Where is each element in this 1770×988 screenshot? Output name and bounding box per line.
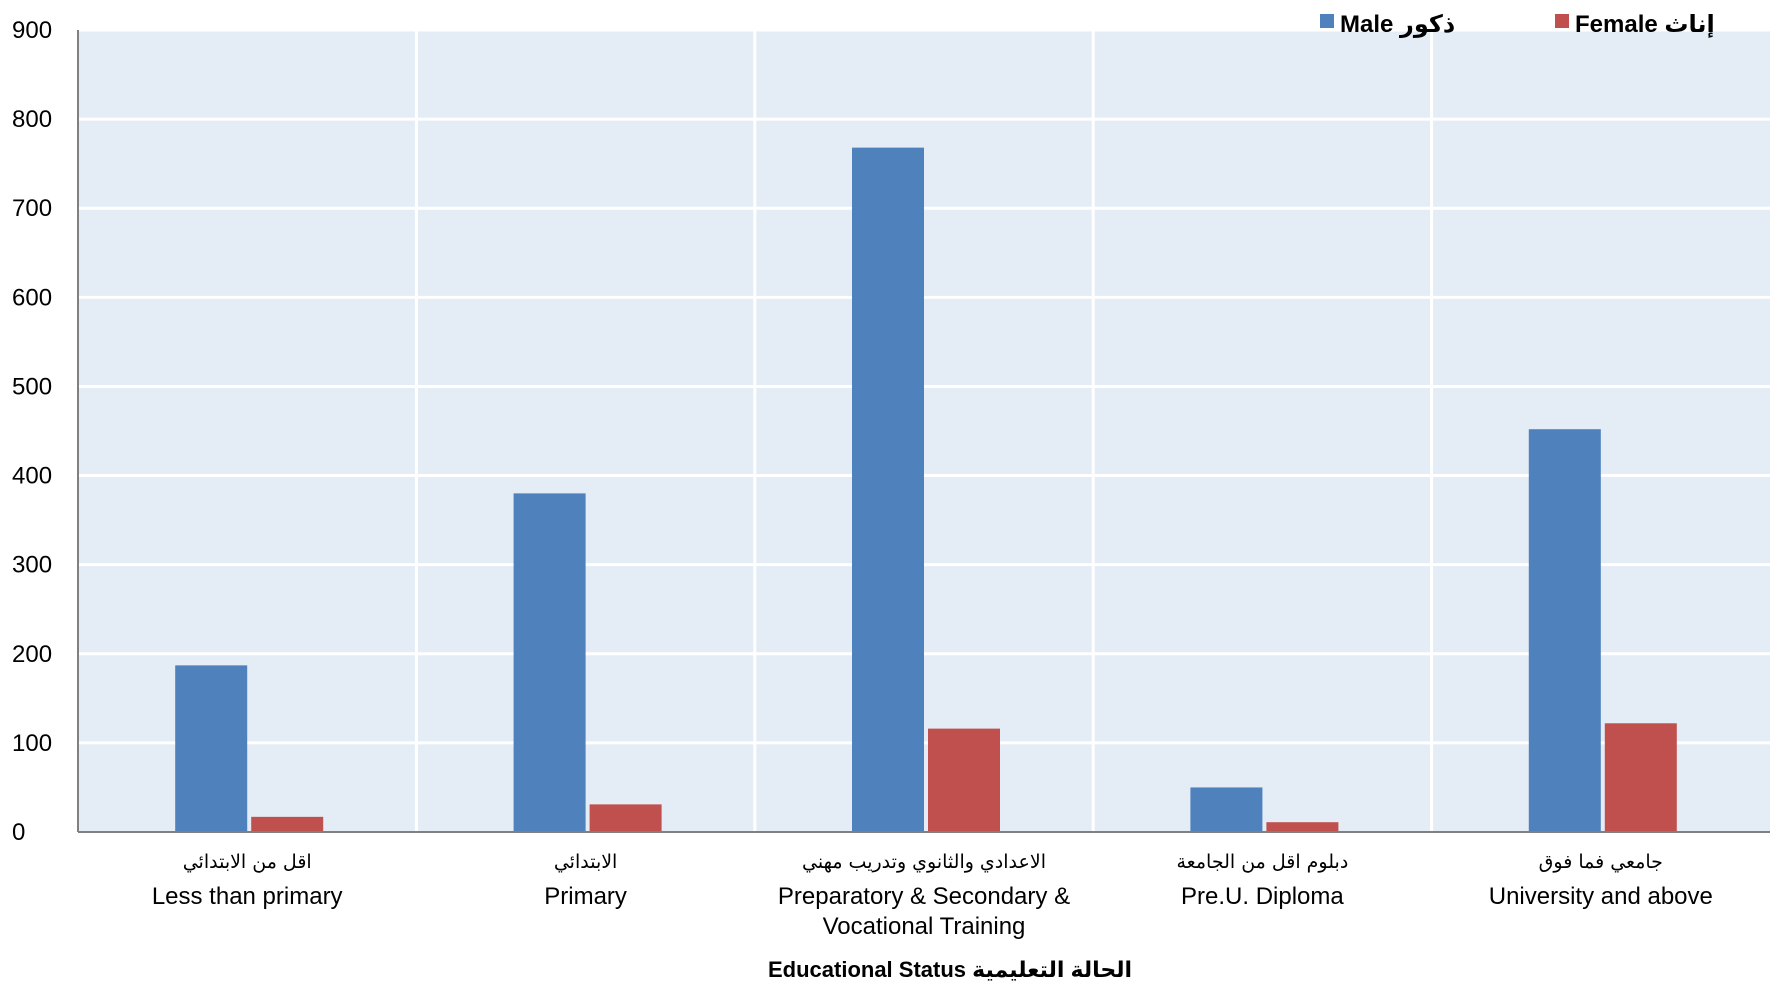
bars: [175, 147, 1677, 833]
bar-female: [928, 728, 1000, 832]
legend-label: Male ذكور: [1340, 11, 1455, 38]
y-tick-label: 300: [12, 552, 52, 579]
category-label-arabic: الاعدادي والثانوي وتدريب مهني: [802, 851, 1046, 873]
bar-male: [852, 147, 924, 833]
bar-male: [1528, 429, 1601, 832]
bar-male: [175, 665, 248, 832]
axes: [77, 30, 1770, 833]
category-label-english: University and above: [1489, 883, 1713, 910]
category-label-arabic: جامعي فما فوق: [1539, 851, 1663, 873]
y-tick-label: 800: [12, 106, 52, 133]
y-axis-ticks: 0 100 200 300 400 500 600 700 800 900: [12, 17, 52, 846]
y-tick-label: 600: [12, 284, 52, 311]
x-axis-categories: اقل من الابتدائي Less than primary الابتدا…: [152, 851, 1713, 940]
x-axis-title: Educational Status الحالة التعليمية: [768, 957, 1132, 982]
category-label-arabic: اقل من الابتدائي: [183, 851, 312, 873]
category-label-arabic: دبلوم اقل من الجامعة: [1177, 851, 1349, 873]
y-tick-label: 0: [12, 819, 25, 846]
category-label-english: Less than primary: [152, 883, 343, 910]
bar-female: [251, 816, 324, 832]
y-tick-label: 400: [12, 463, 52, 490]
bar-male: [513, 493, 586, 832]
legend-swatch: [1320, 14, 1334, 28]
legend-swatch: [1555, 14, 1569, 28]
bar-female: [589, 804, 662, 832]
y-tick-label: 100: [12, 730, 52, 757]
y-tick-label: 200: [12, 641, 52, 668]
bar-female: [1266, 822, 1339, 832]
category-label-arabic: الابتدائي: [554, 851, 618, 873]
bar-female: [1604, 723, 1677, 832]
y-tick-label: 700: [12, 195, 52, 222]
legend: Male ذكور Female إناث: [1320, 11, 1715, 38]
y-tick-label: 500: [12, 373, 52, 400]
category-label-english: Vocational Training: [823, 913, 1026, 940]
category-label-english: Preparatory & Secondary &: [778, 883, 1070, 910]
legend-label: Female إناث: [1575, 11, 1715, 38]
bar-male: [1190, 787, 1263, 832]
category-label-english: Primary: [544, 883, 627, 910]
category-label-english: Pre.U. Diploma: [1181, 883, 1344, 910]
y-tick-label: 900: [12, 17, 52, 44]
